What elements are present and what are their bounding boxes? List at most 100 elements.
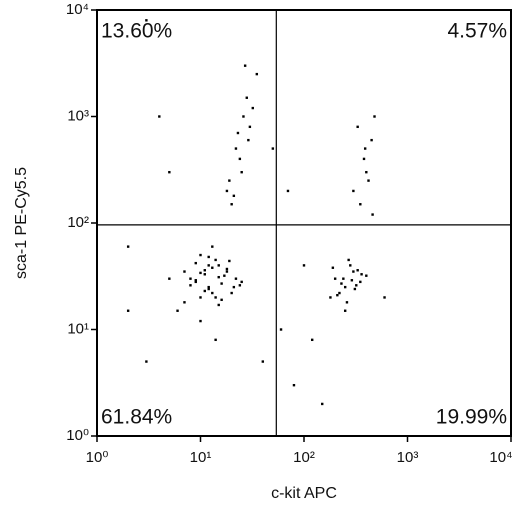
dot [199, 296, 202, 299]
dot [199, 253, 202, 257]
dot [349, 264, 352, 267]
dot [126, 245, 130, 248]
dot [194, 261, 197, 265]
dot [353, 287, 357, 291]
quadrant-percentage: 4.57% [447, 20, 507, 43]
dot [189, 284, 192, 287]
dot [168, 170, 171, 174]
x-tick-label: 10¹ [190, 449, 212, 466]
dot [371, 213, 374, 216]
dot [240, 170, 243, 174]
dot [251, 106, 254, 110]
dot [359, 203, 362, 206]
plot-frame [96, 9, 512, 437]
dot [362, 157, 366, 161]
x-tick-label: 10² [293, 449, 315, 466]
dot [207, 285, 210, 289]
dot [158, 115, 161, 118]
dot [338, 291, 341, 295]
y-tick-label: 10⁴ [66, 1, 89, 18]
dot [245, 96, 248, 99]
dot [203, 269, 206, 272]
dot [356, 125, 359, 129]
dot [211, 291, 214, 295]
dot [217, 303, 220, 307]
dot [126, 309, 130, 312]
dot [355, 284, 358, 287]
dot [240, 280, 243, 284]
dot [352, 189, 355, 193]
dot [365, 274, 368, 277]
dot [359, 280, 362, 284]
dot [207, 264, 210, 267]
dot [211, 245, 214, 248]
dot [321, 402, 324, 406]
dot [207, 255, 210, 259]
quadrant-percentage: 13.60% [101, 20, 172, 43]
dot [211, 266, 214, 269]
dot [365, 170, 368, 174]
dot [347, 258, 350, 262]
dot [238, 157, 242, 161]
dot [333, 277, 337, 280]
dot [367, 179, 370, 182]
y-axis-label: sca-1 PE-Cy5.5 [13, 167, 30, 279]
dot [345, 301, 349, 304]
dot [230, 203, 233, 206]
dot [238, 284, 242, 287]
dot [183, 270, 186, 273]
dot [342, 277, 345, 280]
dot [331, 266, 335, 269]
dot [225, 267, 229, 271]
dot [242, 115, 245, 118]
dot [217, 275, 220, 279]
dot [225, 270, 229, 273]
y-tick-label: 10³ [67, 107, 89, 124]
dot [363, 147, 367, 150]
dot [199, 319, 202, 323]
dot [194, 279, 197, 282]
dot [340, 282, 343, 285]
dot [145, 19, 148, 22]
dot [214, 296, 217, 299]
dot [203, 273, 206, 276]
dot [207, 287, 210, 291]
dot [236, 131, 240, 135]
dot [225, 189, 229, 193]
quadrant-percentage: 19.99% [436, 406, 507, 429]
x-axis-label: c-kit APC [271, 485, 337, 502]
dot [302, 264, 306, 267]
dot [247, 138, 250, 142]
dot [373, 115, 376, 118]
dot [336, 293, 339, 297]
dot [176, 309, 179, 312]
dot [228, 259, 231, 263]
dot [168, 277, 171, 280]
dot [220, 298, 223, 302]
dot [243, 64, 247, 67]
dot [230, 291, 233, 295]
dot [234, 147, 238, 150]
x-tick-label: 10⁰ [86, 449, 109, 466]
dot [343, 309, 347, 312]
dot [292, 383, 296, 387]
dot [350, 279, 354, 282]
dot [383, 296, 386, 299]
dot [217, 264, 220, 267]
y-tick-label: 10⁰ [66, 427, 89, 444]
dot [279, 328, 283, 331]
y-tick-label: 10² [67, 214, 89, 231]
y-tick-label: 10¹ [67, 320, 89, 337]
quadrant-percentage: 61.84% [101, 406, 172, 429]
dot [370, 138, 373, 142]
dot [228, 179, 231, 182]
dot [232, 285, 236, 289]
dot [234, 277, 238, 280]
dot [352, 270, 355, 273]
dot [329, 296, 332, 299]
dot [286, 189, 290, 193]
dot [189, 277, 192, 280]
dot [343, 285, 347, 289]
dot [183, 301, 186, 304]
